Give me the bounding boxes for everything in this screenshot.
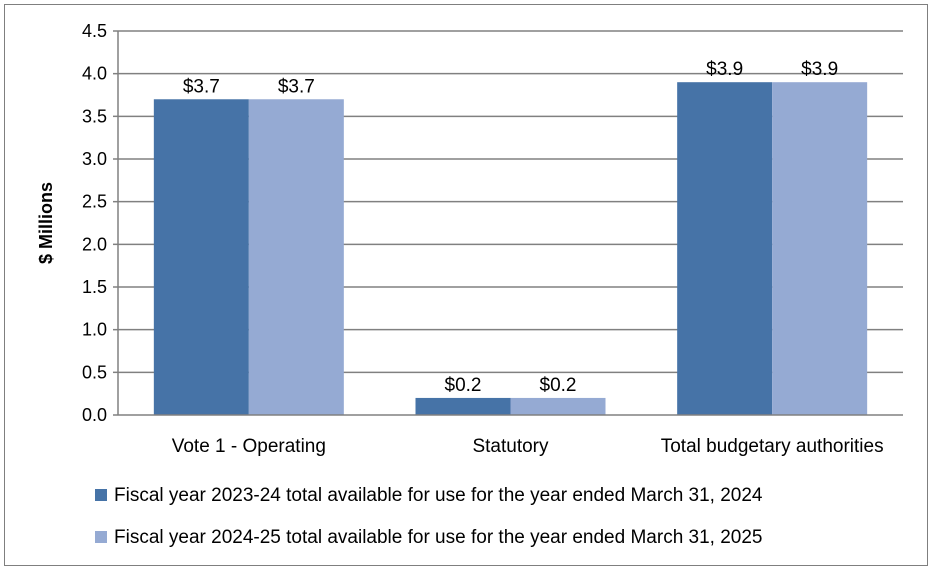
category-label: Statutory <box>472 436 549 457</box>
legend: Fiscal year 2023-24 total available for … <box>95 485 763 548</box>
legend-label-series-1: Fiscal year 2023-24 total available for … <box>114 485 763 506</box>
y-axis-label: $ Millions <box>36 182 56 264</box>
bar-1-2 <box>415 397 511 415</box>
legend-swatch-series-1 <box>95 489 107 501</box>
legend-swatch-series-2 <box>95 531 107 543</box>
y-tick-label: 4.5 <box>82 21 107 41</box>
legend-label-series-2: Fiscal year 2024-25 total available for … <box>114 527 763 548</box>
y-tick-label: 1.0 <box>82 320 107 340</box>
y-tick-label: 4.0 <box>82 64 107 84</box>
y-axis-ticks: 0.0 0.5 1.0 1.5 2.0 2.5 3.0 3.5 4.0 4.5 <box>82 21 118 425</box>
category-labels: Vote 1 - Operating Statutory Total budgeta… <box>172 436 884 457</box>
y-tick-label: 1.5 <box>82 277 107 297</box>
y-tick-label: 2.5 <box>82 192 107 212</box>
data-label: $3.7 <box>278 76 315 97</box>
data-label: $0.2 <box>540 375 577 396</box>
y-tick-label: 3.0 <box>82 149 107 169</box>
y-tick-label: 3.5 <box>82 106 107 126</box>
bar-2-3 <box>772 82 868 415</box>
bars <box>153 82 868 416</box>
data-label: $3.9 <box>801 59 838 80</box>
axes <box>117 31 903 416</box>
data-label: $3.9 <box>706 59 743 80</box>
category-label: Vote 1 - Operating <box>172 436 326 457</box>
y-tick-label: 0.5 <box>82 362 107 382</box>
bar-1-3 <box>677 82 773 415</box>
bar-2-1 <box>248 99 344 416</box>
data-label: $0.2 <box>445 375 482 396</box>
y-tick-label: 2.0 <box>82 234 107 254</box>
data-labels: $3.7 $3.7 $0.2 $0.2 $3.9 $3.9 <box>183 59 838 396</box>
y-tick-label: 0.0 <box>82 405 107 425</box>
bar-2-2 <box>510 397 606 415</box>
data-label: $3.7 <box>183 76 220 97</box>
category-label: Total budgetary authorities <box>661 436 884 457</box>
bar-1-1 <box>153 99 249 416</box>
